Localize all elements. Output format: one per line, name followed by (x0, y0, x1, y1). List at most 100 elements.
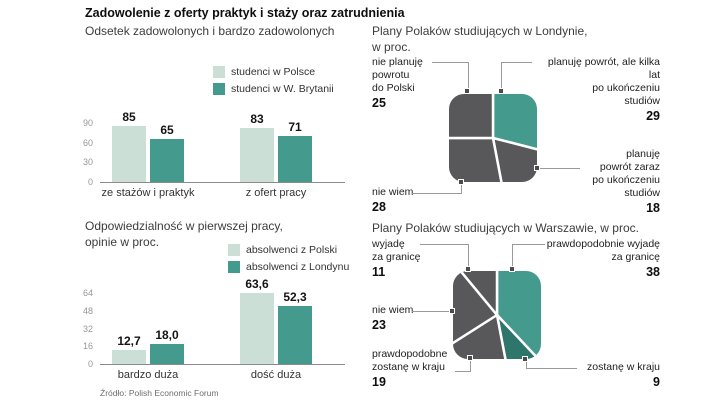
category-label: dość duża (250, 369, 302, 381)
connector-line (512, 244, 513, 268)
callout-return-soon-value: 18 (646, 201, 660, 215)
bar-group: 85 65 ze stażów i praktyk (102, 110, 195, 199)
connector-node (534, 165, 540, 171)
bar-and-label: 65 (150, 123, 184, 182)
responsibility-legend: absolwenci z Polski absolwenci z Londynu (228, 241, 349, 275)
main-title: Zadowolenie z oferty praktyk i staży ora… (85, 6, 405, 20)
legend-item-britain: studenci w W. Brytanii (213, 80, 334, 97)
callout-probably-stay-text: prawdopodobne zostanę w kraju (372, 348, 448, 373)
legend-swatch-britain (213, 82, 225, 95)
connector-line (526, 368, 577, 369)
satisfaction-bar-plot: 90 60 30 0 85 65 ze stażów i praktyk 83 71 z ofer… (83, 110, 345, 199)
bar-value-label: 63,6 (245, 277, 269, 292)
y-axis-tick: 64 (82, 288, 93, 298)
callout-dont-know-warsaw-value: 23 (372, 318, 386, 332)
pie-slice (453, 312, 512, 359)
callout-stay: zostanę w kraju 9 (560, 361, 660, 389)
category-label: z ofert pracy (245, 187, 307, 199)
y-axis-tick: 32 (82, 323, 93, 334)
pie-slice (494, 311, 541, 359)
legend-label-grad-poland: absolwenci z Polski (246, 243, 338, 256)
callout-probably-leave-text: prawdopodobnie wyjadę za granicę (546, 238, 660, 263)
bar-group: 83 71 z ofert pracy (240, 112, 312, 199)
connector-node (467, 355, 473, 361)
callout-dont-know-warsaw-text: nie wiem (372, 304, 414, 316)
connector-node (464, 88, 470, 94)
london-pie-title: Plany Polaków studiujących w Londynie, w… (372, 24, 588, 54)
bar (278, 135, 312, 182)
callout-no-return: nie planuję powrotu do Polski 25 (372, 56, 457, 110)
pie-slice (453, 271, 499, 319)
connector-line (412, 311, 452, 312)
connector-line (455, 371, 471, 372)
legend-label-britain: studenci w W. Brytanii (231, 82, 334, 95)
london-pie-chart (448, 93, 538, 183)
connector-line (470, 361, 471, 372)
bar (150, 139, 184, 182)
bar-value-label: 71 (288, 119, 302, 134)
connector-node (522, 356, 528, 362)
bar (240, 293, 274, 364)
bar (112, 126, 146, 182)
legend-swatch-poland (213, 65, 225, 78)
bar-value-label: 83 (250, 111, 264, 126)
callout-dont-know-warsaw: nie wiem 23 (372, 304, 452, 332)
responsibility-bar-plot: 64 48 32 16 0 12,7 18,0 bardzo duża 63,6 52,3 dość… (83, 277, 345, 381)
satisfaction-legend: studenci w Polsce studenci w W. Brytanii (213, 63, 334, 97)
legend-item-grad-london: absolwenci z Londynu (228, 258, 349, 275)
bar-value-label: 52,3 (283, 290, 307, 304)
callout-probably-leave-value: 38 (646, 265, 660, 279)
connector-line (432, 62, 468, 63)
bar-and-label: 85 (112, 110, 146, 182)
category-label: ze stażów i praktyk (101, 187, 195, 199)
pie-slice (453, 271, 499, 355)
connector-line (461, 185, 462, 194)
connector-line (468, 62, 469, 89)
connector-line (512, 244, 545, 245)
connector-line (540, 168, 580, 169)
callout-leave-text: wyjadę za granicę (372, 238, 421, 263)
legend-item-grad-poland: absolwenci z Polski (228, 241, 349, 258)
bar-and-label: 71 (278, 120, 312, 182)
bar (278, 306, 312, 364)
category-label: bardzo duża (117, 369, 179, 381)
legend-label-poland: studenci w Polsce (231, 65, 316, 78)
y-axis-tick: 16 (82, 341, 93, 352)
callout-probably-stay-value: 19 (372, 375, 386, 389)
bar-and-label: 18,0 (150, 328, 184, 364)
legend-swatch-grad-poland (228, 243, 240, 256)
bar-and-label: 63,6 (240, 277, 274, 364)
bar-value-label: 12,7 (117, 333, 141, 348)
callout-stay-text: zostanę w kraju (587, 361, 660, 373)
bar-group: 63,6 52,3 dość duża (240, 277, 312, 381)
callout-dont-know-london: nie wiem 28 (372, 186, 452, 214)
pie-slice (491, 94, 537, 157)
pie-slice (495, 271, 541, 359)
connector-line (502, 62, 532, 63)
warsaw-pie-chart (452, 270, 542, 360)
bar (240, 127, 274, 182)
callout-dont-know-london-value: 28 (372, 200, 386, 214)
connector-node (498, 88, 504, 94)
bar-value-label: 65 (160, 123, 174, 138)
callout-return-later-value: 29 (646, 109, 660, 123)
connector-node (465, 266, 471, 272)
connector-node (458, 179, 464, 185)
source-note: Źródło: Polish Economic Forum (100, 388, 219, 398)
y-axis-tick: 30 (82, 157, 93, 168)
pie-slice (449, 136, 508, 182)
callout-probably-stay: prawdopodobne zostanę w kraju 19 (372, 348, 467, 389)
callout-dont-know-london-text: nie wiem (372, 186, 414, 198)
callout-stay-value: 9 (653, 375, 660, 389)
callout-probably-leave: prawdopodobnie wyjadę za granicę 38 (530, 238, 660, 279)
connector-node (509, 266, 515, 272)
pie-slice (491, 136, 537, 182)
y-axis-tick: 48 (82, 305, 93, 316)
connector-line (501, 62, 502, 89)
responsibility-chart-subtitle: Odpowiedzialność w pierwszej pracy, opin… (85, 219, 283, 249)
connector-line (526, 362, 527, 369)
callout-no-return-text: nie planuję powrotu do Polski (372, 56, 423, 94)
bar-and-label: 12,7 (112, 334, 146, 364)
bar (112, 349, 146, 364)
callout-return-later-text: planuję powrót, ale kilka lat po ukończe… (547, 56, 660, 107)
